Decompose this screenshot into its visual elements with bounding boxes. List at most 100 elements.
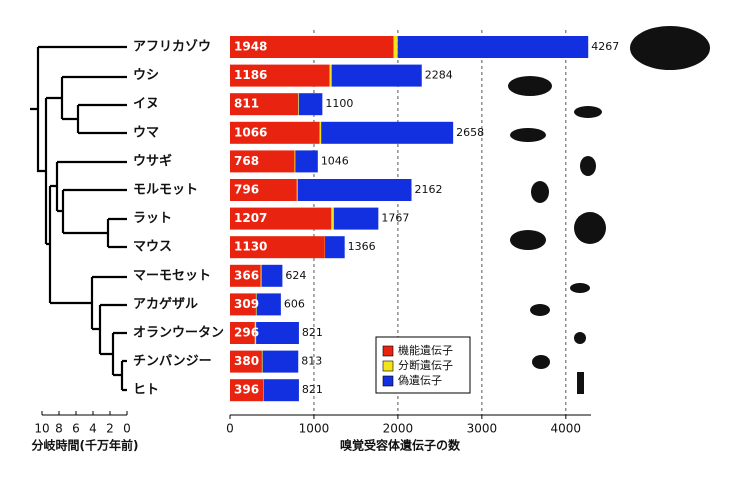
legend-label: 機能遺伝子 <box>398 343 453 357</box>
total-label: 2658 <box>456 126 484 139</box>
mouse-icon <box>510 230 546 250</box>
bar-segment <box>255 293 257 316</box>
bar-value-label: 309 <box>234 297 259 311</box>
category-label: イヌ <box>133 97 159 112</box>
x-tick-label: 3000 <box>467 422 498 436</box>
macaque-icon <box>530 304 550 316</box>
tree-tick-label: 4 <box>89 422 97 436</box>
bar-segment <box>297 179 412 201</box>
category-label: マウス <box>133 240 172 255</box>
tree-tick-label: 10 <box>34 422 49 436</box>
total-label: 624 <box>285 269 306 282</box>
rat-icon <box>574 212 606 244</box>
category-label: ラット <box>133 211 172 226</box>
bar-segment <box>262 350 299 373</box>
silhouettes <box>508 26 710 394</box>
bar-value-label: 1207 <box>234 211 267 225</box>
bar-segment <box>263 379 299 402</box>
bar-segment <box>230 322 255 344</box>
bar-value-label: 296 <box>234 326 259 340</box>
bar-segment <box>256 322 299 344</box>
total-label: 1100 <box>325 97 353 110</box>
orangutan-icon <box>574 332 586 344</box>
total-label: 1767 <box>381 212 409 225</box>
bar-segment <box>333 207 379 230</box>
bar-segment <box>319 121 322 144</box>
legend-swatch <box>382 375 394 387</box>
bar-value-label: 1066 <box>234 125 267 139</box>
category-label: モルモット <box>133 183 198 198</box>
bar-segment <box>230 207 332 230</box>
bar-segment <box>261 264 283 287</box>
bar-segment <box>331 207 334 230</box>
category-label: ヒト <box>133 383 159 398</box>
x-tick-label: 4000 <box>551 422 582 436</box>
phylogenetic-tree <box>30 45 127 392</box>
dog-icon <box>574 106 602 118</box>
bar-segment <box>329 64 332 87</box>
category-label: チンパンジー <box>133 354 212 369</box>
bar-segment <box>261 350 263 373</box>
bar-segment <box>260 264 262 287</box>
bar-segment <box>230 93 299 116</box>
bar-segment <box>230 350 262 373</box>
tree-tick-label: 6 <box>72 422 80 436</box>
legend-label: 偽遺伝子 <box>398 373 442 387</box>
total-label: 813 <box>301 355 322 368</box>
bar-value-label: 380 <box>234 354 259 368</box>
bar-segment <box>298 93 323 116</box>
x-axis-title: 嗅覚受容体遺伝子の数 <box>340 438 461 453</box>
x-tick-label: 2000 <box>383 422 414 436</box>
category-label: ウマ <box>133 125 159 140</box>
tree-axis-title: 分岐時間(千万年前) <box>32 438 139 453</box>
bar-segment <box>294 150 296 173</box>
cow-icon <box>508 76 552 96</box>
legend-swatch <box>382 345 394 357</box>
total-label: 821 <box>302 326 323 339</box>
bar-segment <box>321 121 454 144</box>
bar-segment <box>295 150 318 173</box>
human-icon <box>577 372 584 394</box>
category-label: アカゲザル <box>133 296 198 312</box>
total-label: 4267 <box>591 40 619 53</box>
bar-value-label: 811 <box>234 97 259 111</box>
tree-tick-label: 8 <box>55 422 63 436</box>
legend-swatch <box>382 360 394 372</box>
bar-segment <box>256 293 281 316</box>
bar-segment <box>296 179 298 201</box>
tree-tick-label: 0 <box>123 422 131 436</box>
tree-tick-label: 2 <box>106 422 114 436</box>
bar-value-label: 768 <box>234 154 259 168</box>
x-tick-label: 0 <box>226 422 234 436</box>
bar-segment <box>230 293 256 316</box>
guinea-pig-icon <box>531 181 549 203</box>
bar-segment <box>230 379 264 402</box>
category-label: ウシ <box>133 68 159 83</box>
category-label: ウサギ <box>133 153 172 169</box>
bar-segment <box>230 64 330 87</box>
elephant-icon <box>630 26 710 70</box>
bar-segment <box>230 36 394 58</box>
category-label: アフリカゾウ <box>133 39 211 55</box>
bar-segment <box>230 236 325 259</box>
category-label: マーモセット <box>133 268 211 283</box>
total-label: 606 <box>284 297 305 310</box>
total-label: 1366 <box>348 240 376 253</box>
total-label: 821 <box>302 383 323 396</box>
bar-segment <box>325 236 345 259</box>
bar-value-label: 1186 <box>234 68 267 82</box>
bar-value-label: 1130 <box>234 240 267 254</box>
bar-segment <box>230 121 320 144</box>
bar-segment <box>397 36 589 58</box>
bar-segment <box>331 64 422 87</box>
bar-value-label: 1948 <box>234 40 267 54</box>
bar-segment <box>298 93 299 116</box>
category-label: オランウータン <box>133 326 224 341</box>
bar-segment <box>254 322 257 344</box>
total-label: 2284 <box>425 69 453 82</box>
chimp-icon <box>532 355 550 369</box>
bar-segment <box>230 150 295 173</box>
total-label: 2162 <box>415 183 443 196</box>
